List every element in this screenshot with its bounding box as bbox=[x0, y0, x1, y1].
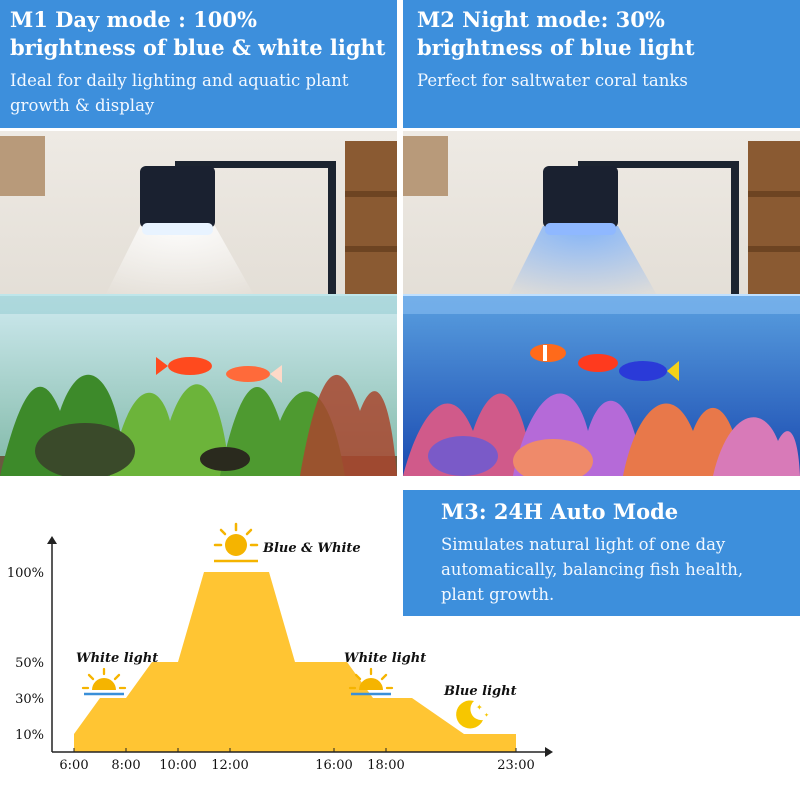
brightness-area bbox=[74, 572, 516, 752]
sun-icon bbox=[213, 522, 259, 563]
y-tick-label: 50% bbox=[15, 656, 44, 671]
sunset-icon bbox=[348, 667, 394, 696]
x-axis-arrow bbox=[545, 747, 553, 757]
night-mode-panel: M2 Night mode: 30% brightness of blue li… bbox=[403, 0, 800, 128]
moon-icon: ✦ ✦ bbox=[456, 700, 489, 729]
label-blue-light: Blue light bbox=[443, 684, 517, 699]
day-mode-panel: M1 Day mode : 100% brightness of blue & … bbox=[0, 0, 397, 128]
auto-mode-panel: M3: 24H Auto Mode Simulates natural ligh… bbox=[403, 490, 800, 616]
label-white-light-afternoon: White light bbox=[344, 651, 426, 666]
night-mode-description: Perfect for saltwater coral tanks bbox=[417, 71, 688, 90]
label-blue-white: Blue & White bbox=[262, 541, 361, 556]
auto-mode-description: Simulates natural light of one day autom… bbox=[441, 535, 744, 604]
x-tick-label: 23:00 bbox=[497, 758, 534, 773]
x-tick-label: 6:00 bbox=[59, 758, 88, 773]
x-tick-label: 12:00 bbox=[211, 758, 248, 773]
svg-text:✦: ✦ bbox=[484, 712, 489, 719]
y-axis-arrow bbox=[47, 536, 57, 544]
sunrise-icon bbox=[81, 667, 127, 696]
y-tick-label: 10% bbox=[15, 728, 44, 743]
day-mode-aquarium-image bbox=[0, 131, 397, 476]
x-tick-label: 18:00 bbox=[367, 758, 404, 773]
night-mode-aquarium-image bbox=[403, 131, 800, 476]
x-tick-label: 8:00 bbox=[111, 758, 140, 773]
label-white-light-morning: White light bbox=[76, 651, 158, 666]
day-mode-title: M1 Day mode : 100% brightness of blue & … bbox=[10, 7, 386, 60]
y-tick-label: 30% bbox=[15, 692, 44, 707]
x-tick-label: 16:00 bbox=[315, 758, 352, 773]
y-tick-label: 100% bbox=[7, 566, 44, 581]
night-mode-title: M2 Night mode: 30% brightness of blue li… bbox=[417, 7, 695, 60]
auto-mode-chart: 6:00 8:00 10:00 12:00 16:00 18:00 23:00 10% 30%… bbox=[7, 522, 553, 773]
svg-text:✦: ✦ bbox=[476, 703, 483, 712]
auto-mode-title: M3: 24H Auto Mode bbox=[441, 499, 679, 524]
x-tick-label: 10:00 bbox=[159, 758, 196, 773]
day-mode-description: Ideal for daily lighting and aquatic pla… bbox=[10, 71, 349, 115]
